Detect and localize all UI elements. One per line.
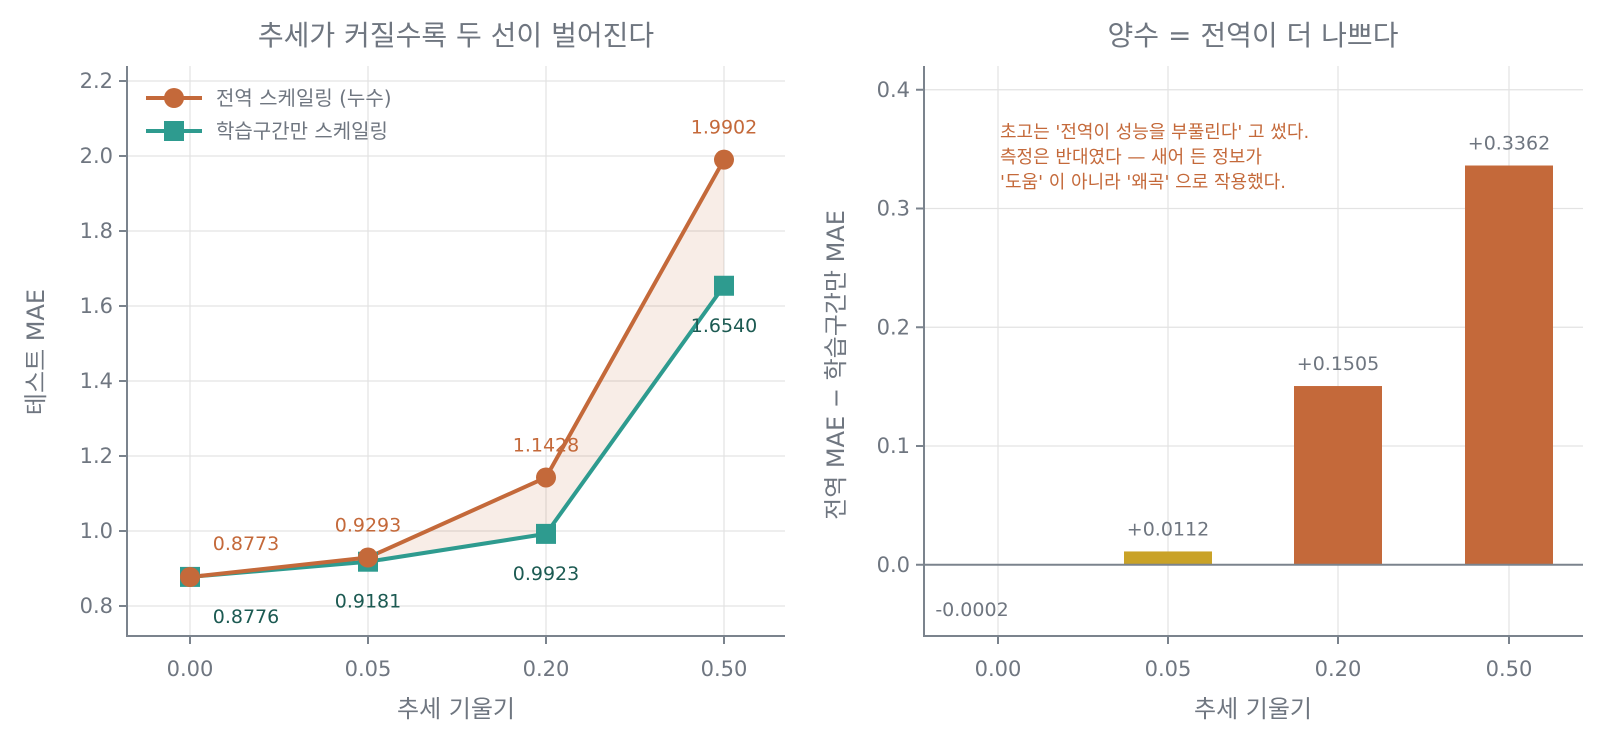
left-x-axis-label: 추세 기울기 bbox=[397, 695, 515, 723]
point-leak-2 bbox=[536, 467, 556, 488]
right-chart-panel: 0.0 0.1 0.2 0.3 0.4 0.00 0.05 0.20 0.50 -0.0002… bbox=[822, 19, 1583, 723]
left-x-tick-label-1: 0.05 bbox=[345, 657, 392, 681]
gap-fill-area bbox=[190, 159, 724, 578]
right-chart-title: 양수 = 전역이 더 나쁘다 bbox=[1108, 19, 1399, 52]
point-train-3 bbox=[714, 275, 734, 296]
data-label-leak-2: 1.1428 bbox=[513, 434, 579, 456]
bar-2 bbox=[1294, 386, 1382, 565]
bar-1 bbox=[1124, 551, 1212, 565]
data-label-train-0: 0.8776 bbox=[213, 606, 279, 628]
data-label-leak-3: 1.9902 bbox=[691, 117, 757, 139]
left-y-tick-label-3: 1.4 bbox=[80, 369, 113, 393]
annotation-line-2: 측정은 반대였다 — 새어 든 정보가 bbox=[1000, 147, 1262, 168]
series-line-train bbox=[189, 284, 726, 579]
data-label-train-3: 1.6540 bbox=[691, 315, 757, 337]
legend-marker-leak bbox=[164, 88, 184, 108]
point-leak-0 bbox=[180, 567, 200, 588]
data-label-train-1: 0.9181 bbox=[335, 591, 401, 613]
point-leak-3 bbox=[714, 149, 734, 170]
left-y-tick-label-5: 1.8 bbox=[80, 219, 113, 243]
left-y-tick-label-6: 2.0 bbox=[80, 144, 113, 168]
left-y-tick-label-2: 1.2 bbox=[80, 444, 113, 468]
left-y-tick-label-4: 1.6 bbox=[80, 294, 113, 318]
annotation-line-1: 초고는 '전역이 성능을 부풀린다' 고 썼다. bbox=[1000, 122, 1309, 143]
right-x-tick-label-3: 0.50 bbox=[1486, 657, 1533, 681]
right-y-axis-label: 전역 MAE − 학습구간만 MAE bbox=[822, 210, 850, 520]
series-line-leak bbox=[189, 158, 726, 580]
left-y-axis-label: 테스트 MAE bbox=[22, 289, 50, 415]
point-train-2 bbox=[536, 523, 556, 544]
point-leak-1 bbox=[358, 547, 378, 568]
right-x-tick-label-0: 0.00 bbox=[975, 657, 1022, 681]
annotation-line-3: '도움' 이 아니라 '왜곡' 으로 작용했다. bbox=[1000, 172, 1286, 193]
bar-value-label-0: -0.0002 bbox=[935, 599, 1008, 621]
left-chart-panel: 0.8 1.0 1.2 1.4 1.6 1.8 2.0 2.2 0.00 0.05 0.20 0.5… bbox=[22, 19, 785, 723]
legend-marker-train bbox=[164, 121, 184, 141]
right-x-tick-label-1: 0.05 bbox=[1145, 657, 1192, 681]
left-axis-spine bbox=[126, 66, 785, 637]
bar-value-label-3: +0.3362 bbox=[1468, 133, 1550, 155]
left-x-tick-label-2: 0.20 bbox=[523, 657, 570, 681]
data-label-leak-1: 0.9293 bbox=[335, 515, 401, 537]
right-y-tick-label-0: 0.0 bbox=[877, 553, 910, 577]
right-axis-spine bbox=[923, 66, 1583, 637]
left-chart-title: 추세가 커질수록 두 선이 벌어진다 bbox=[258, 19, 654, 52]
left-x-tick-label-3: 0.50 bbox=[701, 657, 748, 681]
right-y-tick-label-1: 0.1 bbox=[877, 434, 910, 458]
legend-label-leak: 전역 스케일링 (누수) bbox=[216, 86, 392, 110]
left-y-tick-label-7: 2.2 bbox=[80, 69, 113, 93]
annotation-note: 초고는 '전역이 성능을 부풀린다' 고 썼다. 측정은 반대였다 — 새어 든… bbox=[1000, 122, 1309, 193]
right-x-tick-label-2: 0.20 bbox=[1315, 657, 1362, 681]
legend-label-train: 학습구간만 스케일링 bbox=[216, 119, 388, 143]
legend: 전역 스케일링 (누수) 학습구간만 스케일링 bbox=[146, 86, 392, 143]
right-x-axis-label: 추세 기울기 bbox=[1194, 695, 1312, 723]
left-y-tick-label-0: 0.8 bbox=[80, 594, 113, 618]
bar-value-label-1: +0.0112 bbox=[1127, 518, 1209, 540]
bar-value-label-2: +0.1505 bbox=[1297, 353, 1379, 375]
bar-3 bbox=[1465, 165, 1553, 565]
right-y-tick-label-2: 0.2 bbox=[877, 315, 910, 339]
left-y-tick-label-1: 1.0 bbox=[80, 519, 113, 543]
data-label-leak-0: 0.8773 bbox=[213, 533, 279, 555]
right-y-tick-label-4: 0.4 bbox=[877, 78, 910, 102]
right-y-tick-label-3: 0.3 bbox=[877, 197, 910, 221]
data-label-train-2: 0.9923 bbox=[513, 563, 579, 585]
left-x-tick-label-0: 0.00 bbox=[167, 657, 214, 681]
